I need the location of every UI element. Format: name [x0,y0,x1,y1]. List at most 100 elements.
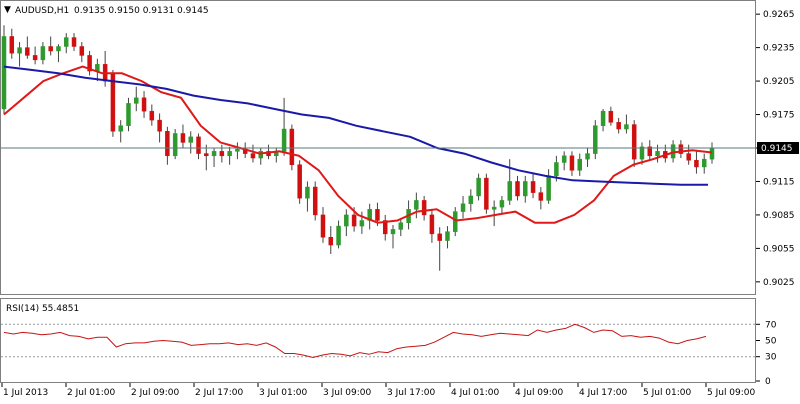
rsi-y-tick-label: 50 [765,337,777,347]
rsi-y-tick-label: 0 [765,377,771,387]
rsi-frame [0,298,756,383]
y-tick-label: 0.9085 [763,211,795,221]
rsi-plot [1,323,756,359]
candle-bull [709,147,715,160]
candle-bull [188,136,193,143]
candle-bear [484,177,489,210]
candle-bull [398,222,404,230]
candle-bull [172,133,178,157]
candle-bull [476,177,481,197]
axes: 0.9265 0.9235 0.9205 0.9175 0.9145 0.9115 0.90… [1,10,799,398]
candle-bull [445,231,450,241]
x-tick-label: 3 Jul 17:00 [387,388,436,398]
candle-bull [491,206,497,210]
x-tick-label: 1 Jul 2013 [3,388,48,398]
rsi-line [3,323,707,359]
candle-bull [453,211,458,232]
candle-bear [79,46,85,56]
price-plot [1,25,756,271]
x-tick-label: 2 Jul 17:00 [195,388,244,398]
candle-bull [281,128,287,152]
y-tick-label: 0.9055 [763,244,795,254]
candle-bull [600,110,606,126]
candle-bear [219,151,225,157]
candle-bear [32,55,38,61]
candle-bear [25,47,30,56]
candle-bull [235,148,240,152]
y-tick-label: 0.9175 [763,111,795,121]
candle-bear [538,192,544,201]
candle-bear [351,214,357,227]
candle-bull [40,46,46,61]
ma-slow-line [3,65,708,186]
candle-bear [141,97,147,112]
candle-bull [344,214,349,227]
x-tick-label: 2 Jul 01:00 [67,388,116,398]
candle-bull [523,181,528,197]
y-tick-label: 0.9205 [763,77,795,87]
candle-bull [118,125,123,132]
candle-bear [204,153,209,157]
candle-bear [421,200,427,216]
candle-bull [390,229,396,235]
candle-bear [437,233,442,241]
candle-bear [382,220,388,235]
candle-bull [507,181,512,201]
candle-bull [211,151,217,157]
candle-bull [585,153,590,160]
candle-bull [460,203,466,212]
candle-bull [701,158,707,168]
ohlc-readout: 0.9135 0.9150 0.9131 0.9145 [74,6,209,16]
candle-bear [312,186,318,216]
candle-bear [180,133,186,143]
candle-bull [56,46,61,52]
candle-bull [624,124,629,130]
y-tick-label: 0.9265 [763,10,795,20]
candle-bear [569,155,575,171]
x-tick-label: 5 Jul 09:00 [707,388,756,398]
candle-bear [515,181,520,197]
rsi-y-tick-label: 30 [765,353,777,363]
candle-bear [48,46,53,52]
candle-bull [95,64,100,72]
x-tick-label: 4 Jul 17:00 [579,388,628,398]
y-tick-label: 0.9025 [763,278,795,288]
candle-bull [593,125,598,154]
candle-bear [429,214,435,235]
candle-bull [17,47,22,54]
rsi-label: RSI(14) 55.4851 [6,304,79,314]
candle-bull [359,220,365,227]
candle-bear [157,119,162,132]
menu-triangle-icon[interactable]: ▼ [4,5,11,15]
candle-bear [149,110,155,121]
candle-bull [305,186,310,199]
candle-bear [608,110,614,123]
candle-bear [328,236,334,246]
x-tick-label: 3 Jul 09:00 [323,388,372,398]
candle-bear [647,146,653,157]
x-tick-label: 5 Jul 01:00 [643,388,692,398]
x-tick-label: 3 Jul 01:00 [259,388,308,398]
candle-bull [577,158,582,171]
ma-fast-line [3,65,713,224]
candle-bull [554,162,559,177]
candle-bear [9,36,15,54]
candle-bear [616,122,621,130]
candle-bear [631,124,637,160]
symbol-label: AUDUSD,H1 [15,6,69,16]
candle-bull [414,200,419,210]
x-tick-label: 4 Jul 01:00 [451,388,500,398]
candle-bear [250,153,256,159]
candle-bull [655,151,660,157]
candle-bull [336,225,341,246]
candle-bull [63,37,69,47]
candle-bull [546,175,551,201]
candle-bull [126,103,131,126]
y-tick-label: 0.9235 [763,44,795,54]
candle-bull [134,97,139,104]
candle-bear [320,214,326,238]
candle-bear [165,131,170,157]
candle-bear [87,55,92,72]
candle-bear [196,136,201,154]
